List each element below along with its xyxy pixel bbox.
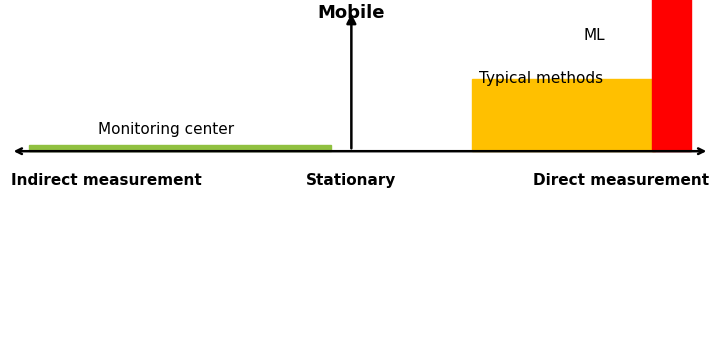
Bar (472, 79, 655, 151)
Text: Typical methods: Typical methods (479, 71, 603, 86)
Text: ML: ML (583, 28, 605, 43)
Text: Mobile: Mobile (318, 4, 385, 22)
Text: Stationary: Stationary (306, 173, 397, 188)
Text: Indirect measurement: Indirect measurement (11, 173, 202, 188)
Text: Monitoring center: Monitoring center (97, 122, 234, 137)
Text: Direct measurement: Direct measurement (533, 173, 709, 188)
Bar (652, 0, 691, 151)
Bar (29, 145, 331, 151)
